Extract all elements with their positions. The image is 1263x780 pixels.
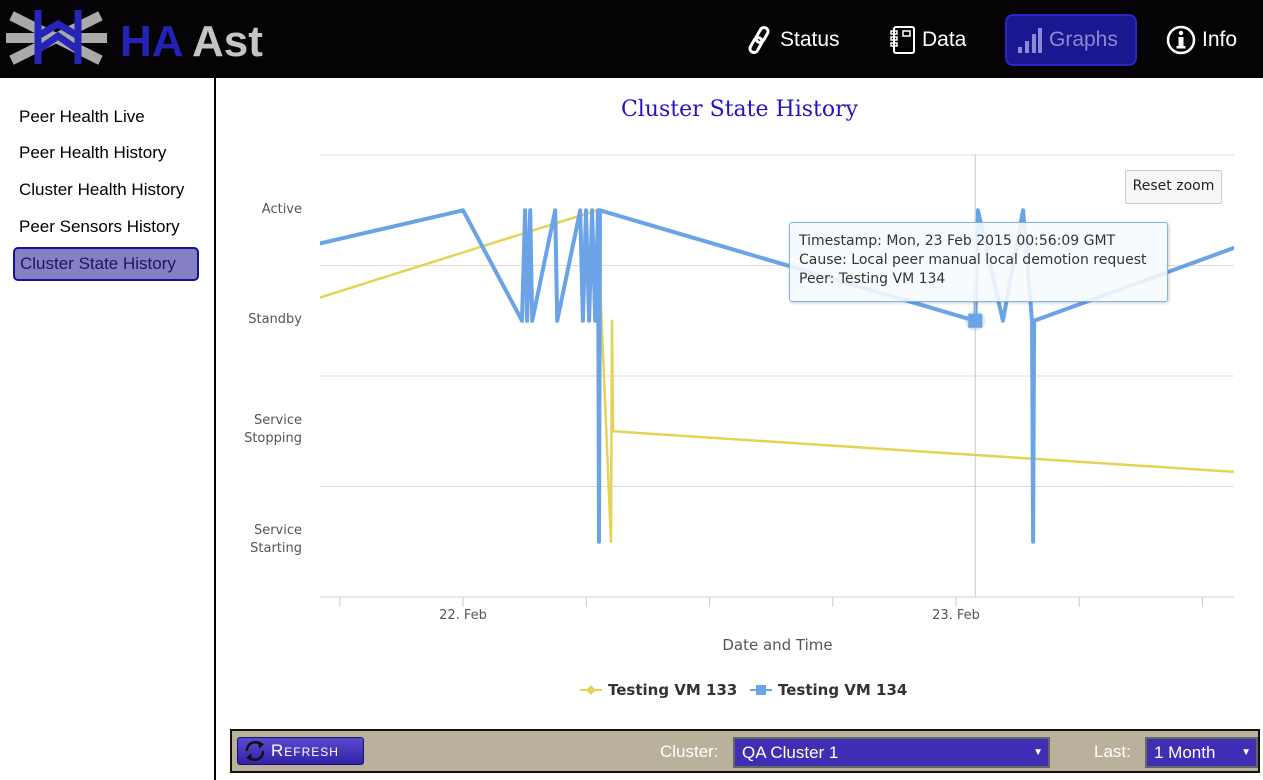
legend-item-vm134[interactable]: Testing VM 134: [750, 681, 907, 699]
x-axis-title: Date and Time: [722, 636, 833, 654]
series-line-testing-vm-133: [320, 209, 1234, 544]
nav-graphs[interactable]: Graphs: [1005, 14, 1137, 66]
y-label-active: Active: [261, 202, 302, 217]
nav-info-label: Info: [1202, 28, 1238, 51]
link-icon: [748, 26, 770, 54]
tooltip-timestamp: Timestamp: Mon, 23 Feb 2015 00:56:09 GMT: [799, 233, 1116, 249]
hovered-point-marker: [968, 313, 983, 328]
nav-data[interactable]: Data: [880, 14, 976, 66]
cluster-select-value: QA Cluster 1: [742, 743, 839, 762]
chart-title: Cluster State History: [620, 97, 859, 122]
last-select-value: 1 Month: [1154, 743, 1216, 762]
legend-item-vm133[interactable]: Testing VM 133: [580, 681, 737, 699]
last-period-select[interactable]: 1 Month ▼: [1145, 737, 1258, 768]
bar-chart-icon: [1018, 28, 1042, 53]
tooltip-cause: Cause: Local peer manual local demotion …: [799, 252, 1147, 268]
chevron-down-icon: ▼: [1033, 747, 1043, 758]
legend-diamond-marker-icon: [580, 685, 602, 695]
refresh-label: Refresh: [271, 741, 339, 760]
svg-text:HA: HA: [120, 17, 184, 66]
refresh-icon: [245, 741, 265, 761]
x-tick-label: 22. Feb: [439, 608, 487, 623]
sidebar-item-peer-health-live[interactable]: Peer Health Live: [19, 107, 145, 126]
refresh-button[interactable]: Refresh: [237, 737, 364, 765]
notebook-icon: [890, 26, 915, 54]
nav-data-label: Data: [922, 28, 967, 51]
tooltip-peer: Peer: Testing VM 134: [799, 271, 946, 287]
y-label-service-stopping: Service Stopping: [244, 413, 302, 446]
last-label: Last:: [1094, 742, 1131, 761]
cluster-label: Cluster:: [660, 742, 719, 761]
info-icon: [1166, 25, 1196, 55]
header-bar: HA Ast Status Data Graphs Info: [0, 0, 1263, 78]
haast-logo[interactable]: HA Ast: [6, 6, 266, 68]
y-label-standby: Standby: [248, 312, 302, 327]
bottom-toolbar: Refresh Cluster: QA Cluster 1 ▼ Last: 1 M…: [230, 729, 1260, 773]
sidebar: Peer Health Live Peer Health History Clu…: [0, 78, 216, 780]
legend-label: Testing VM 134: [778, 681, 908, 699]
chart-tooltip: Timestamp: Mon, 23 Feb 2015 00:56:09 GMT…: [789, 222, 1168, 302]
sidebar-item-cluster-state-history[interactable]: Cluster State History: [13, 247, 199, 281]
chart-canvas[interactable]: [216, 78, 1263, 728]
chevron-down-icon: ▼: [1241, 747, 1251, 758]
legend-label: Testing VM 133: [608, 681, 738, 699]
nav-status-label: Status: [780, 28, 840, 51]
nav-info[interactable]: Info: [1156, 14, 1247, 66]
sidebar-item-peer-sensors-history[interactable]: Peer Sensors History: [19, 217, 180, 236]
svg-text:Ast: Ast: [192, 17, 263, 66]
x-tick-label: 23. Feb: [932, 608, 980, 623]
sidebar-item-cluster-health-history[interactable]: Cluster Health History: [19, 180, 185, 199]
sidebar-item-peer-health-history[interactable]: Peer Health History: [19, 143, 167, 162]
nav-graphs-label: Graphs: [1049, 28, 1118, 51]
cluster-select[interactable]: QA Cluster 1 ▼: [733, 737, 1050, 768]
legend-square-marker-icon: [750, 685, 772, 695]
nav-status[interactable]: Status: [736, 14, 850, 66]
reset-zoom-button[interactable]: Reset zoom: [1125, 170, 1222, 204]
y-label-service-starting: Service Starting: [250, 523, 302, 556]
